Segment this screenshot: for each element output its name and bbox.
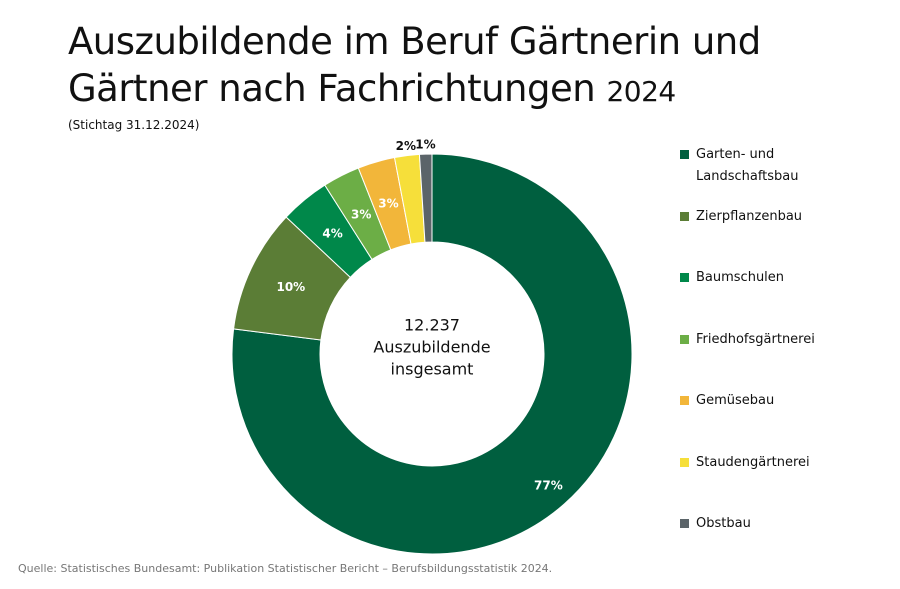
legend-swatch xyxy=(680,273,689,282)
legend-label: Gemüsebau xyxy=(696,393,775,408)
legend-item: Obstbau xyxy=(680,513,820,535)
donut-segment xyxy=(231,153,633,555)
title-text: Auszubildende im Beruf Gärtnerin und Gär… xyxy=(68,20,761,110)
legend-swatch xyxy=(680,211,689,221)
value-label: 10% xyxy=(276,280,305,294)
legend-swatch xyxy=(680,334,689,344)
legend-label: Baumschulen xyxy=(696,270,785,285)
value-label: 77% xyxy=(534,479,563,493)
center-label: insgesamt xyxy=(391,360,474,379)
value-label: 4% xyxy=(322,226,342,240)
value-label: 3% xyxy=(351,208,371,222)
chart-title: Auszubildende im Beruf Gärtnerin und Gär… xyxy=(68,18,798,115)
legend-label: Friedhofsgärtnerei xyxy=(696,331,815,347)
donut-segment xyxy=(418,153,433,243)
value-label: 3% xyxy=(378,197,398,211)
legend-label: Obstbau xyxy=(696,516,751,531)
subtitle: (Stichtag 31.12.2024) xyxy=(68,118,200,132)
legend-item: Baumschulen xyxy=(680,267,820,289)
legend-swatch xyxy=(680,396,689,405)
legend-label: Zierpflanzenbau xyxy=(696,208,803,224)
value-label: 1% xyxy=(415,138,435,152)
title-year: 2024 xyxy=(606,75,676,108)
source: Quelle: Statistisches Bundesamt: Publika… xyxy=(18,562,553,575)
legend-item: Staudengärtnerei xyxy=(680,452,820,474)
legend-label: Staudengärtnerei xyxy=(696,454,810,470)
legend-swatch xyxy=(680,519,689,528)
legend-swatch xyxy=(680,150,689,159)
center-label: 12.237 xyxy=(404,316,460,335)
value-label: 2% xyxy=(396,139,416,153)
legend-swatch xyxy=(680,457,689,467)
legend-item: Garten- und Landschaftsbau xyxy=(680,144,820,188)
legend-item: Zierpflanzenbau xyxy=(680,206,820,228)
legend-item: Friedhofsgärtnerei xyxy=(680,329,820,351)
legend-item: Gemüsebau xyxy=(680,390,820,412)
legend-label: Garten- und Landschaftsbau xyxy=(696,147,799,184)
center-label: Auszubildende xyxy=(373,338,490,357)
